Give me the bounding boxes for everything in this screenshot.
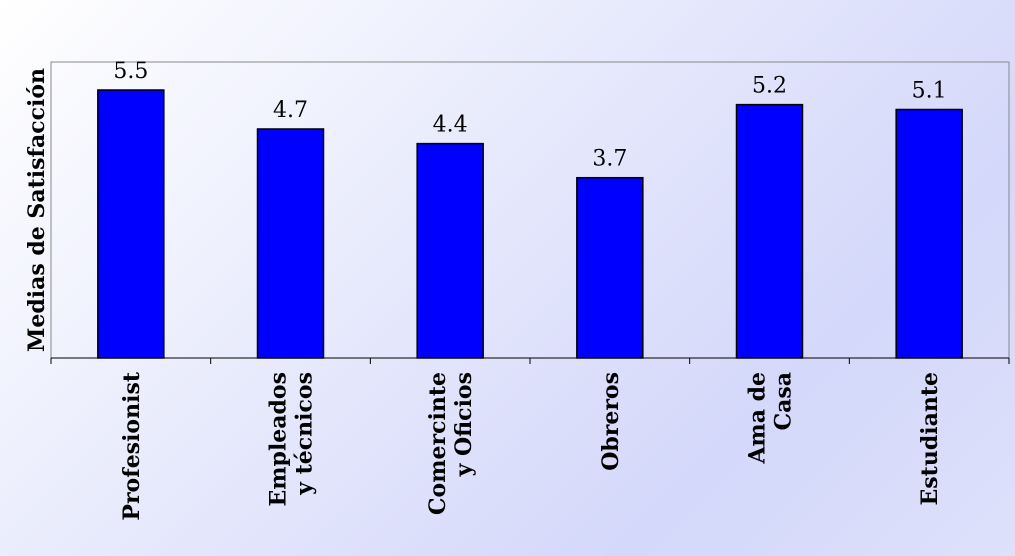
category-label-line: Obreros: [598, 372, 624, 471]
value-labels-group: 5.5 4.7 4.4 3.7 5.2 5.1: [113, 59, 946, 172]
category-label-line: Profesionist: [119, 371, 145, 520]
category-label-line: Comercinte: [425, 372, 451, 515]
category-label: Obreros: [598, 372, 624, 471]
category-label-line: Casa: [771, 372, 797, 430]
data-label: 4.4: [433, 113, 468, 138]
bar: [735, 103, 804, 359]
y-axis-label: Medias de Satisfacción: [24, 68, 50, 352]
bar: [256, 128, 325, 359]
bar: [97, 89, 165, 359]
bar: [416, 142, 484, 359]
category-label: Estudiante: [917, 372, 943, 505]
data-label: 4.7: [273, 98, 308, 123]
data-label: 5.2: [752, 74, 787, 99]
data-label: 5.1: [912, 78, 947, 103]
category-label-line: y técnicos: [292, 372, 318, 496]
category-label: Comercinte y Oficios: [425, 372, 477, 515]
category-label: Profesionist: [119, 371, 145, 520]
plot-area: [50, 61, 1010, 359]
data-label: 3.7: [592, 147, 627, 172]
x-axis-ticks: [50, 358, 1010, 364]
data-label: 5.5: [113, 59, 148, 84]
bars-group: [97, 89, 963, 359]
category-label: Ama de Casa: [745, 372, 797, 465]
category-label-line: Empleados: [266, 372, 292, 506]
bar: [576, 176, 644, 359]
category-label-line: Ama de: [745, 372, 771, 465]
category-label-line: Estudiante: [917, 372, 943, 505]
bar: [895, 108, 963, 359]
category-labels-group: Profesionist Empleados y técnicos Comercint…: [119, 371, 943, 520]
category-label-line: y Oficios: [451, 372, 477, 477]
category-label: Empleados y técnicos: [266, 372, 318, 506]
